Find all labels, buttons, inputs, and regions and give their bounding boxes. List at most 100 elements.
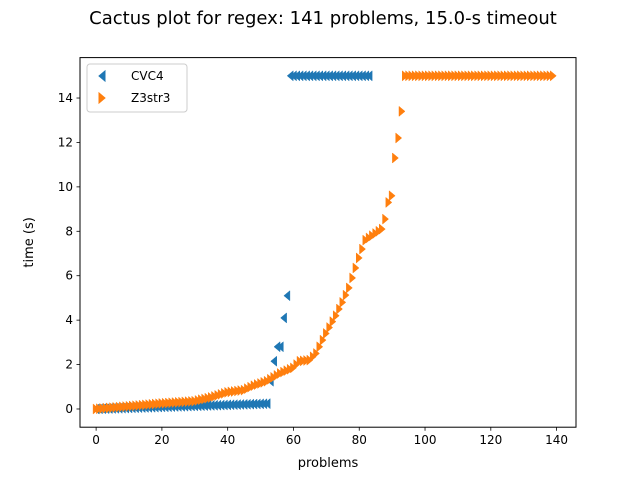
z3str3-point: [234, 385, 241, 397]
z3str3-point: [494, 70, 501, 82]
z3str3-point: [438, 70, 445, 82]
z3str3-point: [201, 393, 209, 405]
z3str3-point: [527, 70, 534, 82]
z3str3-point: [221, 387, 228, 399]
z3str3-point: [300, 355, 307, 367]
x-tick-label: 120: [479, 433, 502, 447]
x-tick-label: 140: [545, 433, 568, 447]
z3str3-point: [168, 397, 176, 409]
z3str3-point: [99, 402, 107, 414]
z3str3-point: [461, 70, 468, 82]
legend-z3str3-label: Z3str3: [131, 91, 170, 105]
z3str3-point: [336, 303, 343, 315]
z3str3-point: [280, 366, 287, 378]
z3str3-point: [112, 401, 120, 413]
z3str3-point: [415, 70, 422, 82]
z3str3-point: [520, 70, 528, 82]
z3str3-point: [349, 272, 357, 284]
z3str3-point: [148, 398, 156, 410]
z3str3-point: [237, 385, 245, 397]
z3str3-point: [372, 227, 380, 240]
z3str3-point: [471, 70, 478, 82]
z3str3-point: [346, 282, 353, 294]
z3str3-point: [165, 397, 172, 409]
z3str3-point: [240, 384, 248, 396]
z3str3-point: [444, 70, 452, 82]
z3str3-point: [467, 70, 475, 82]
x-axis-label: problems: [298, 456, 359, 471]
z3str3-point: [102, 402, 110, 414]
z3str3-point: [155, 398, 163, 410]
legend-cvc4-marker: [98, 69, 106, 83]
z3str3-point: [145, 399, 153, 411]
z3str3-point: [96, 403, 103, 415]
z3str3-point: [106, 402, 113, 414]
z3str3-point: [533, 70, 541, 82]
z3str3-point: [517, 70, 524, 82]
z3str3-point: [260, 376, 268, 388]
z3str3-point: [171, 397, 179, 409]
z3str3-point: [194, 394, 202, 406]
z3str3-point: [309, 351, 317, 363]
z3str3-point: [536, 70, 544, 82]
z3str3-point: [395, 132, 403, 144]
z3str3-point: [119, 401, 126, 413]
z3str3-point: [231, 385, 238, 397]
z3str3-point: [277, 367, 284, 379]
z3str3-point: [125, 400, 133, 412]
z3str3-point: [359, 243, 366, 255]
z3str3-point: [198, 394, 205, 406]
x-tick-label: 40: [220, 433, 235, 447]
z3str3-point: [355, 252, 363, 264]
z3str3-point: [480, 70, 488, 82]
z3str3-point: [507, 70, 514, 82]
cvc4-point: [280, 312, 287, 324]
x-tick-label: 0: [92, 433, 100, 447]
z3str3-point: [290, 362, 297, 374]
z3str3-point: [550, 70, 557, 82]
z3str3-point: [504, 70, 511, 82]
z3str3-point: [254, 379, 261, 391]
z3str3-point: [296, 355, 304, 367]
x-tick-label: 100: [414, 433, 437, 447]
z3str3-point: [207, 391, 215, 403]
legend-cvc4-label: CVC4: [131, 69, 164, 83]
y-tick-label: 4: [65, 313, 73, 327]
z3str3-point: [540, 70, 547, 82]
z3str3-point: [217, 388, 225, 400]
y-tick-label: 0: [65, 402, 73, 416]
z3str3-point: [477, 70, 485, 82]
data-marks: [92, 70, 557, 415]
z3str3-point: [263, 375, 271, 387]
z3str3-point: [142, 399, 149, 411]
z3str3-point: [244, 383, 251, 395]
y-tick-label: 10: [58, 180, 73, 194]
z3str3-point: [214, 389, 222, 401]
z3str3-point: [510, 70, 518, 82]
z3str3-point: [546, 70, 554, 82]
z3str3-point: [211, 390, 218, 402]
z3str3-point: [388, 190, 396, 202]
z3str3-point: [158, 397, 166, 409]
z3str3-point: [178, 396, 186, 408]
z3str3-point: [115, 401, 123, 413]
z3str3-point: [464, 70, 472, 82]
z3str3-point: [543, 70, 551, 82]
x-axis: 0 20 40 60 80 100 120 140: [92, 427, 568, 447]
cvc4-point: [276, 341, 284, 353]
z3str3-point: [379, 223, 386, 235]
z3str3-point: [175, 396, 182, 408]
z3str3-point: [247, 381, 255, 393]
z3str3-point: [411, 70, 419, 82]
z3str3-point: [428, 70, 435, 82]
y-tick-label: 2: [65, 358, 73, 372]
z3str3-point: [425, 70, 432, 82]
z3str3-point: [316, 341, 324, 353]
z3str3-point: [332, 310, 340, 322]
z3str3-point: [513, 70, 521, 82]
z3str3-point: [250, 380, 258, 392]
z3str3-point: [398, 105, 406, 117]
z3str3-point: [530, 70, 537, 82]
y-tick-label: 14: [58, 91, 73, 105]
